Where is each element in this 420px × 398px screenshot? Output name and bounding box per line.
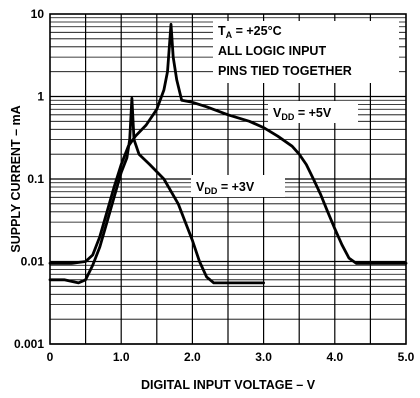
x-tick-label: 2.0 [184,350,201,364]
x-tick-label: 4.0 [326,350,343,364]
condition-line: ALL LOGIC INPUT [218,44,326,58]
y-tick-label: 1 [37,90,44,104]
y-axis-title: SUPPLY CURRENT – mA [9,105,23,252]
x-tick-label: 3.0 [255,350,272,364]
x-tick-label: 1.0 [113,350,130,364]
y-tick-label: 0.01 [21,255,45,269]
condition-line: PINS TIED TOGETHER [218,64,352,78]
x-tick-label: 0 [47,350,54,364]
y-tick-label: 0.001 [14,337,44,351]
x-axis-title: DIGITAL INPUT VOLTAGE – V [141,378,316,392]
y-tick-label: 10 [31,7,45,21]
y-tick-label: 0.1 [27,172,44,186]
x-tick-label: 5.0 [398,350,415,364]
